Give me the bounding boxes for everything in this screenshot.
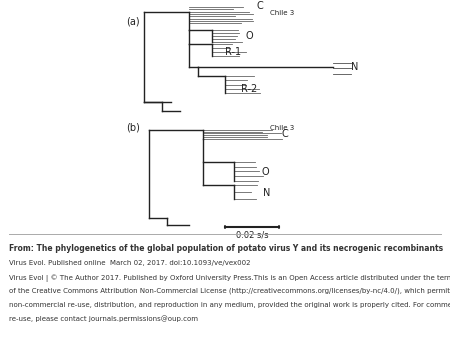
Text: 0.02 s/s: 0.02 s/s: [236, 231, 268, 239]
Text: Chile 3: Chile 3: [270, 125, 294, 131]
Text: Virus Evol. Published online  March 02, 2017. doi:10.1093/ve/vex002: Virus Evol. Published online March 02, 2…: [9, 260, 251, 266]
Text: (b): (b): [126, 123, 140, 133]
Text: C: C: [281, 129, 288, 139]
Text: C: C: [256, 1, 263, 11]
Text: O: O: [261, 168, 269, 177]
Text: O: O: [245, 31, 253, 41]
Text: of the Creative Commons Attribution Non-Commercial License (http://creativecommo: of the Creative Commons Attribution Non-…: [9, 288, 450, 294]
Text: Virus Evol | © The Author 2017. Published by Oxford University Press.This is an : Virus Evol | © The Author 2017. Publishe…: [9, 274, 450, 282]
Text: re-use, please contact journals.permissions@oup.com: re-use, please contact journals.permissi…: [9, 316, 198, 322]
Text: non-commercial re-use, distribution, and reproduction in any medium, provided th: non-commercial re-use, distribution, and…: [9, 302, 450, 308]
Text: N: N: [263, 188, 270, 198]
Text: Chile 3: Chile 3: [270, 10, 294, 16]
Text: R-1: R-1: [225, 47, 241, 57]
Text: From: The phylogenetics of the global population of potato virus Y and its necro: From: The phylogenetics of the global po…: [9, 244, 443, 253]
Text: (a): (a): [126, 16, 140, 26]
Text: R-2: R-2: [241, 84, 257, 94]
Text: N: N: [351, 62, 358, 72]
